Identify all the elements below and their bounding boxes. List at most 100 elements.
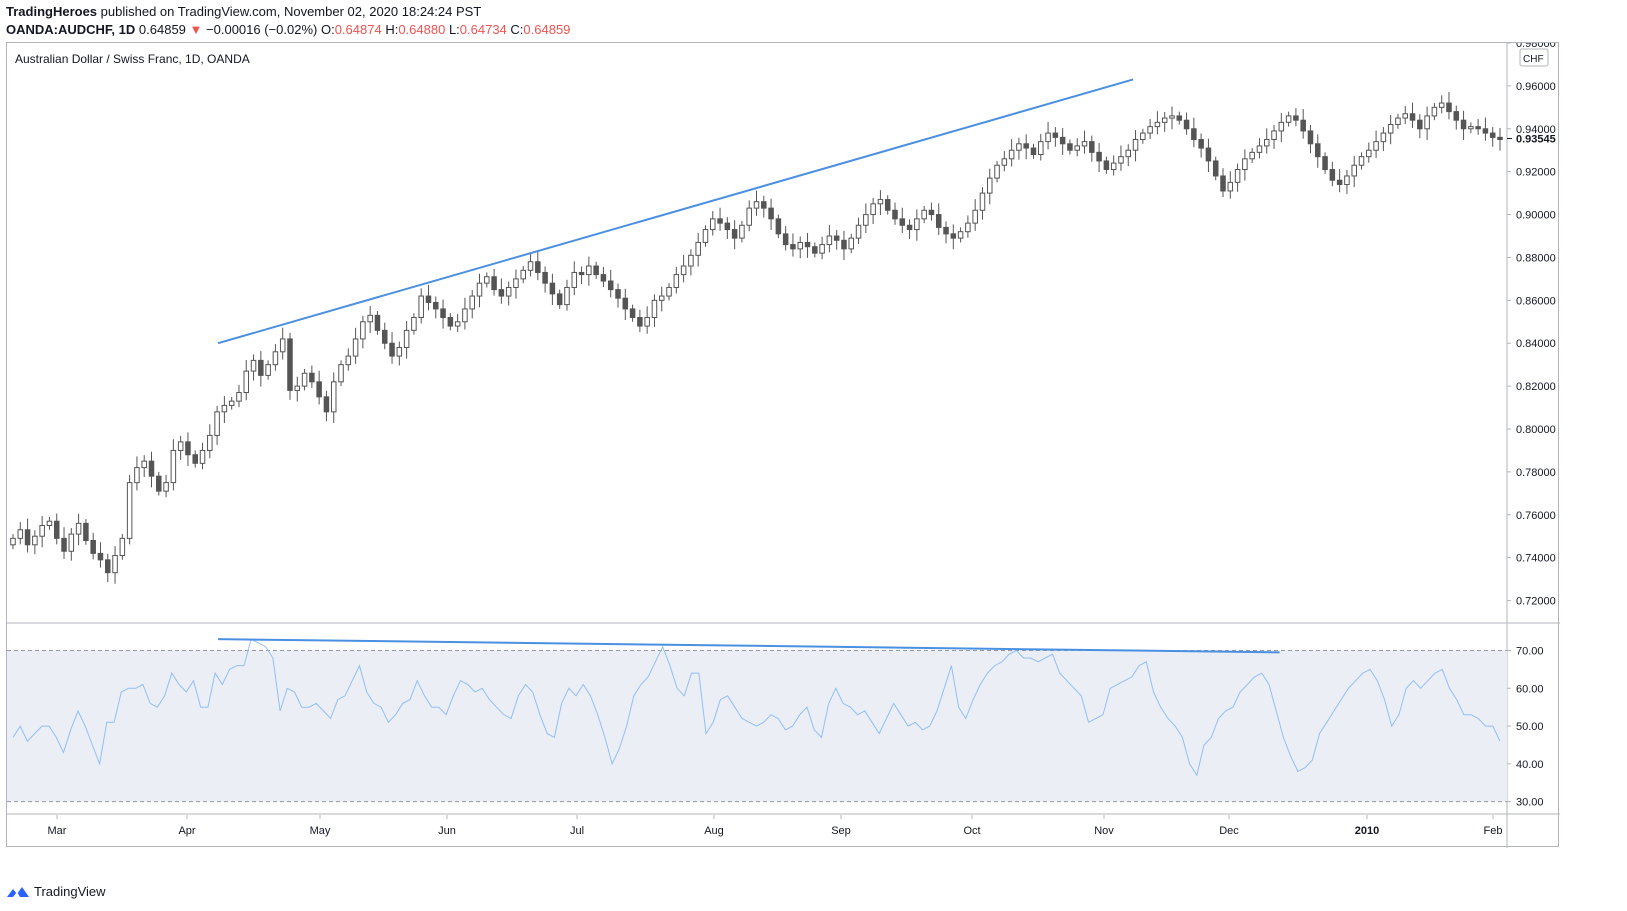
candle[interactable] xyxy=(1417,119,1423,130)
candle[interactable] xyxy=(352,338,359,357)
candle[interactable] xyxy=(731,229,738,239)
candle[interactable] xyxy=(1497,136,1503,140)
candle[interactable] xyxy=(513,278,519,288)
candle[interactable] xyxy=(812,246,818,254)
candle[interactable] xyxy=(330,381,337,413)
candle[interactable] xyxy=(1161,117,1168,123)
candle[interactable] xyxy=(236,392,242,402)
candle[interactable] xyxy=(1045,132,1051,143)
candle[interactable] xyxy=(1132,139,1139,151)
candle[interactable] xyxy=(673,274,680,288)
candle[interactable] xyxy=(833,235,840,241)
candle[interactable] xyxy=(199,449,206,464)
candle[interactable] xyxy=(1103,160,1110,171)
candle[interactable] xyxy=(1052,132,1059,138)
candle[interactable] xyxy=(1475,126,1481,130)
candle[interactable] xyxy=(250,359,257,372)
candle[interactable] xyxy=(68,533,75,552)
candle[interactable] xyxy=(928,209,935,216)
candle[interactable] xyxy=(177,441,184,451)
candle[interactable] xyxy=(950,233,957,239)
candle[interactable] xyxy=(542,271,548,284)
candle[interactable] xyxy=(724,222,731,231)
candle[interactable] xyxy=(287,338,293,391)
candle[interactable] xyxy=(906,224,913,231)
candle[interactable] xyxy=(549,282,556,295)
candle[interactable] xyxy=(804,241,811,248)
candle[interactable] xyxy=(1191,128,1197,141)
candle[interactable] xyxy=(571,271,578,288)
candle[interactable] xyxy=(381,329,388,344)
candle[interactable] xyxy=(914,218,920,231)
candle[interactable] xyxy=(1409,113,1416,121)
price-chart[interactable]: Australian Dollar / Swiss Franc, 1D, OAN… xyxy=(7,43,1560,848)
candle[interactable] xyxy=(1059,136,1066,145)
candle[interactable] xyxy=(462,308,468,323)
candle[interactable] xyxy=(484,276,490,284)
candle[interactable] xyxy=(476,282,483,297)
candle[interactable] xyxy=(338,364,344,383)
candle[interactable] xyxy=(855,224,862,239)
candle[interactable] xyxy=(1016,143,1022,151)
candle[interactable] xyxy=(90,540,96,554)
candle[interactable] xyxy=(32,535,38,546)
candle[interactable] xyxy=(53,520,60,539)
candle[interactable] xyxy=(345,355,352,366)
candle[interactable] xyxy=(1373,141,1379,151)
candle[interactable] xyxy=(717,218,723,224)
candle[interactable] xyxy=(921,209,927,220)
candle[interactable] xyxy=(1315,143,1321,158)
candle[interactable] xyxy=(1183,119,1190,130)
candle[interactable] xyxy=(403,329,410,349)
candle[interactable] xyxy=(615,289,621,299)
candle[interactable] xyxy=(323,396,330,413)
currency-badge[interactable] xyxy=(1519,48,1549,67)
candle[interactable] xyxy=(1336,179,1343,186)
candle[interactable] xyxy=(126,482,133,539)
candle[interactable] xyxy=(1424,115,1430,130)
candle[interactable] xyxy=(156,475,162,492)
candle[interactable] xyxy=(39,525,45,537)
candle[interactable] xyxy=(1147,126,1153,134)
candle[interactable] xyxy=(863,214,869,226)
publisher-name[interactable]: TradingHeroes xyxy=(6,4,98,19)
candle[interactable] xyxy=(972,209,978,224)
candle[interactable] xyxy=(797,241,803,250)
candle[interactable] xyxy=(658,295,665,301)
candle[interactable] xyxy=(957,231,964,239)
candle[interactable] xyxy=(819,244,825,254)
candle[interactable] xyxy=(433,301,439,310)
candle[interactable] xyxy=(600,274,607,282)
candle[interactable] xyxy=(1395,117,1401,125)
candle[interactable] xyxy=(680,265,687,276)
candle[interactable] xyxy=(1468,126,1474,130)
candle[interactable] xyxy=(848,237,855,250)
candle[interactable] xyxy=(119,537,126,557)
candle[interactable] xyxy=(1271,130,1277,141)
candle[interactable] xyxy=(411,316,417,331)
candle[interactable] xyxy=(221,404,228,413)
candle[interactable] xyxy=(105,559,111,574)
candle[interactable] xyxy=(1300,119,1306,132)
candle[interactable] xyxy=(1154,121,1161,128)
candle[interactable] xyxy=(440,308,446,318)
candle[interactable] xyxy=(469,295,475,310)
candle[interactable] xyxy=(1081,141,1088,147)
candle[interactable] xyxy=(1242,158,1248,171)
candle[interactable] xyxy=(710,218,716,231)
brand-name[interactable]: TradingView xyxy=(34,884,106,899)
candle[interactable] xyxy=(790,244,796,250)
candle[interactable] xyxy=(112,555,118,574)
candle[interactable] xyxy=(1285,115,1292,123)
candle[interactable] xyxy=(170,449,177,484)
candle[interactable] xyxy=(564,286,570,306)
candle[interactable] xyxy=(316,381,322,398)
candle[interactable] xyxy=(1249,151,1255,160)
candle[interactable] xyxy=(294,385,301,391)
candle[interactable] xyxy=(279,338,286,353)
candle[interactable] xyxy=(1438,102,1445,108)
candle[interactable] xyxy=(1227,181,1234,192)
candle[interactable] xyxy=(309,372,315,383)
candle[interactable] xyxy=(148,460,155,477)
candle[interactable] xyxy=(841,239,847,250)
